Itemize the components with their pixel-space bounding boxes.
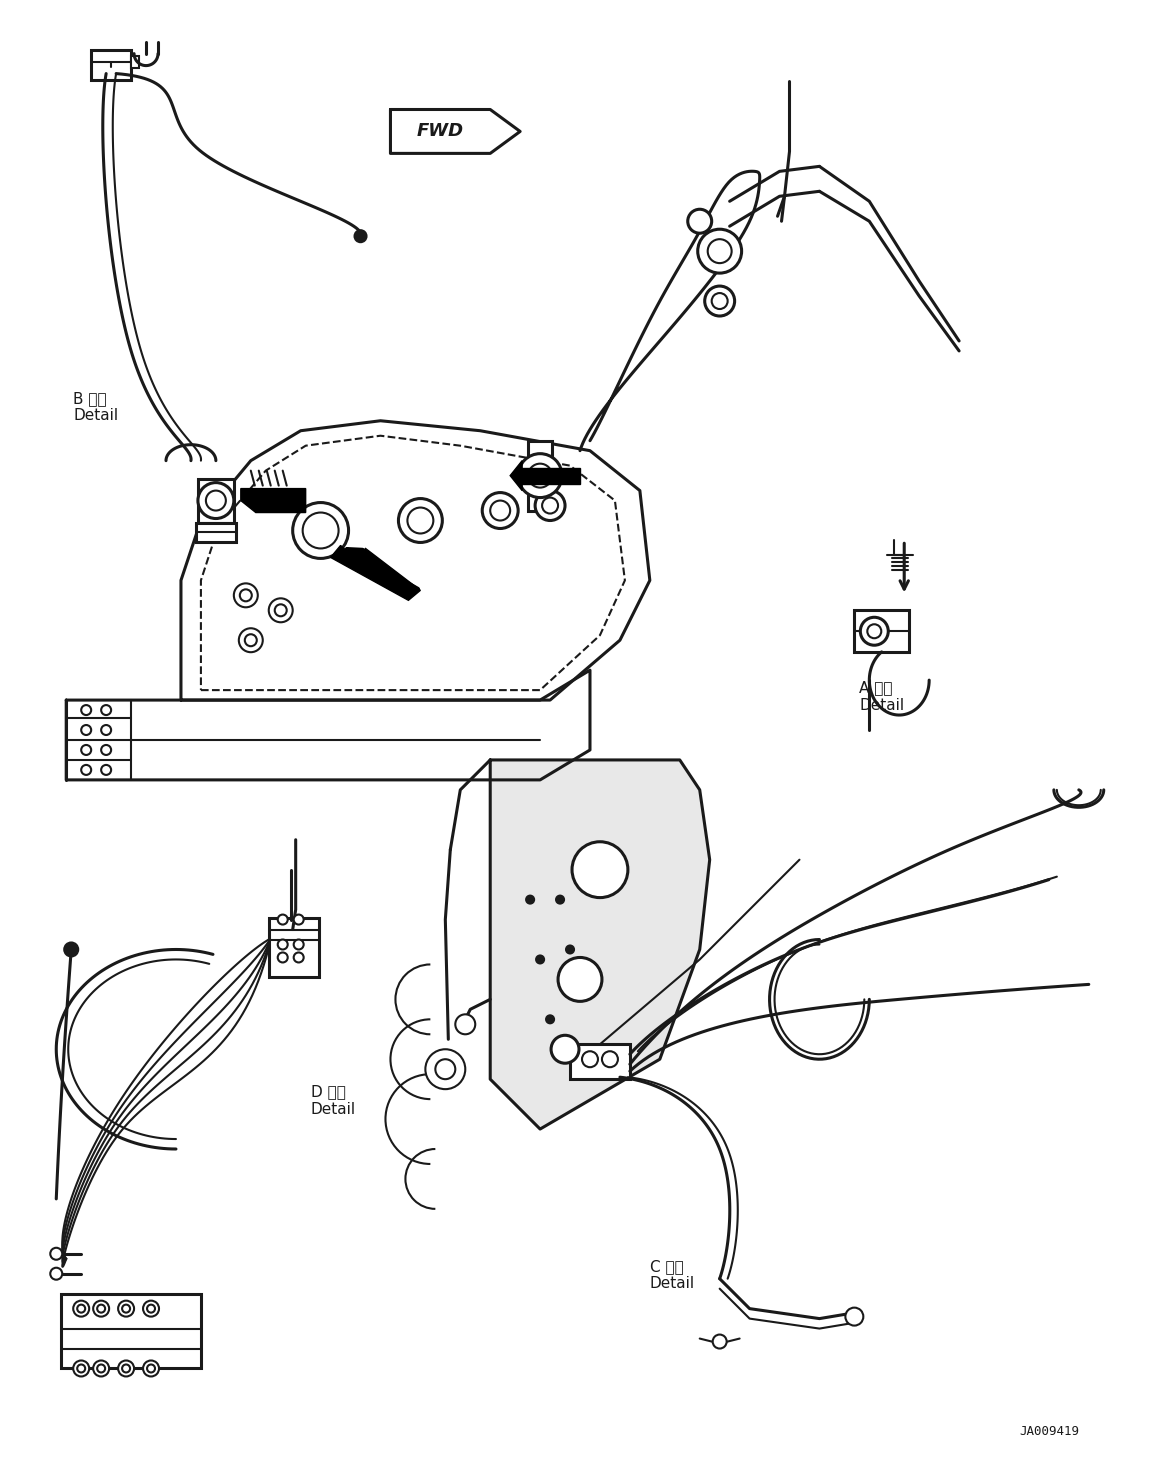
Text: C 詳細
Detail: C 詳細 Detail (650, 1259, 695, 1291)
Circle shape (542, 498, 558, 514)
Circle shape (73, 1300, 90, 1316)
Polygon shape (511, 461, 522, 491)
Circle shape (846, 1307, 863, 1325)
Circle shape (294, 915, 304, 924)
Circle shape (101, 705, 112, 715)
Circle shape (147, 1365, 155, 1372)
Circle shape (73, 1360, 90, 1376)
Bar (269, 918, 319, 977)
Polygon shape (491, 759, 709, 1130)
Circle shape (234, 583, 258, 607)
Circle shape (491, 501, 511, 520)
Bar (528, 441, 552, 458)
Text: JA009419: JA009419 (1019, 1425, 1079, 1438)
Circle shape (294, 952, 304, 962)
Circle shape (698, 229, 742, 273)
Circle shape (294, 940, 304, 949)
Circle shape (143, 1300, 159, 1316)
Circle shape (93, 1360, 109, 1376)
Circle shape (77, 1365, 85, 1372)
Circle shape (536, 955, 544, 964)
Circle shape (269, 598, 293, 623)
Circle shape (435, 1059, 455, 1080)
Circle shape (602, 1052, 618, 1066)
Circle shape (147, 1304, 155, 1313)
Circle shape (240, 589, 251, 601)
Polygon shape (330, 545, 420, 601)
Circle shape (293, 502, 349, 558)
Circle shape (244, 635, 257, 646)
Circle shape (278, 940, 287, 949)
Bar (570, 1044, 630, 1080)
Circle shape (81, 726, 91, 734)
Circle shape (399, 498, 442, 542)
Circle shape (526, 896, 534, 903)
Circle shape (119, 1360, 134, 1376)
Circle shape (238, 629, 263, 652)
Circle shape (566, 946, 575, 953)
Bar (62, 1294, 201, 1369)
Circle shape (708, 239, 732, 263)
Bar (91, 50, 131, 79)
Circle shape (426, 1049, 465, 1089)
Circle shape (101, 765, 112, 776)
Polygon shape (520, 467, 580, 483)
Circle shape (101, 726, 112, 734)
Circle shape (198, 483, 234, 519)
Circle shape (50, 1247, 63, 1260)
Text: B 詳細
Detail: B 詳細 Detail (73, 391, 119, 423)
Circle shape (528, 464, 552, 488)
Circle shape (355, 231, 366, 242)
Circle shape (547, 1015, 554, 1024)
Circle shape (558, 958, 602, 1002)
Circle shape (81, 705, 91, 715)
Circle shape (483, 492, 519, 529)
Circle shape (551, 1036, 579, 1064)
Text: A 詳細
Detail: A 詳細 Detail (859, 680, 905, 712)
Circle shape (50, 1268, 63, 1279)
Bar (195, 523, 236, 542)
Circle shape (705, 286, 735, 316)
Circle shape (64, 943, 78, 956)
Bar (528, 492, 552, 511)
Circle shape (77, 1304, 85, 1313)
Circle shape (93, 1300, 109, 1316)
Circle shape (278, 952, 287, 962)
Polygon shape (241, 489, 306, 513)
Bar (198, 479, 234, 523)
Circle shape (407, 508, 434, 533)
Bar (855, 610, 909, 652)
Text: D 詳細
Detail: D 詳細 Detail (311, 1084, 356, 1116)
Circle shape (861, 617, 889, 645)
Circle shape (712, 292, 728, 308)
Circle shape (455, 1014, 476, 1034)
Circle shape (556, 896, 564, 903)
Circle shape (81, 745, 91, 755)
Circle shape (122, 1365, 130, 1372)
Text: FWD: FWD (416, 122, 464, 141)
Circle shape (519, 454, 562, 498)
Circle shape (81, 765, 91, 776)
Circle shape (274, 604, 287, 617)
Circle shape (122, 1304, 130, 1313)
Bar (131, 56, 140, 68)
Circle shape (101, 745, 112, 755)
Circle shape (687, 209, 712, 234)
Circle shape (98, 1304, 105, 1313)
Circle shape (278, 915, 287, 924)
Circle shape (713, 1334, 727, 1349)
Circle shape (98, 1365, 105, 1372)
Circle shape (868, 624, 882, 638)
Circle shape (582, 1052, 598, 1066)
Circle shape (206, 491, 226, 511)
Circle shape (302, 513, 338, 548)
Circle shape (119, 1300, 134, 1316)
Circle shape (535, 491, 565, 520)
Circle shape (143, 1360, 159, 1376)
Circle shape (572, 842, 628, 898)
